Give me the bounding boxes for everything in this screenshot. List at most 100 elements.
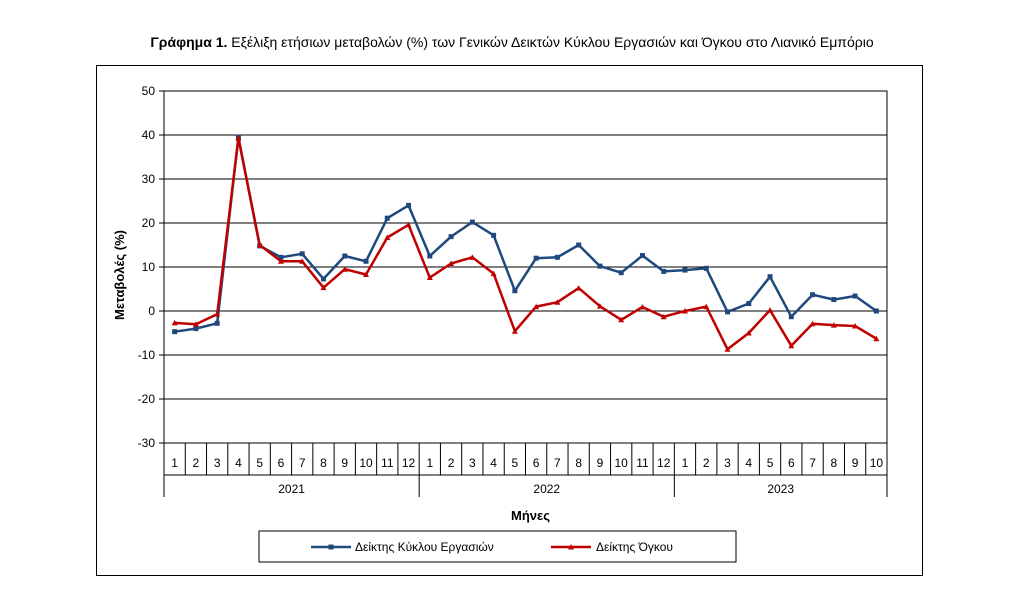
legend-entry: Δείκτης Όγκου [596, 540, 673, 554]
volume-series-line [174, 136, 878, 351]
turnover-data-point [725, 309, 731, 315]
x-tick-label: 8 [320, 456, 327, 470]
turnover-data-point [597, 263, 603, 269]
x-tick-label: 12 [402, 456, 416, 470]
turnover-series-line [174, 135, 878, 333]
turnover-data-point [576, 242, 582, 248]
x-tick-label: 12 [657, 456, 671, 470]
x-tick-label: 5 [767, 456, 774, 470]
x-tick-label: 7 [299, 456, 306, 470]
x-tick-label: 8 [575, 456, 582, 470]
y-axis-label: Μεταβολές (%) [112, 230, 127, 320]
chart-title: Γράφημα 1. Εξέλιξη ετήσιων μεταβολών (%)… [0, 34, 1024, 50]
turnover-data-point [299, 251, 305, 257]
turnover-data-point [384, 215, 390, 221]
legend-marker-triangle [568, 544, 574, 550]
volume-data-point [660, 313, 667, 320]
x-tick-label: 7 [809, 456, 816, 470]
volume-data-point [533, 303, 540, 310]
volume-data-point [703, 303, 710, 310]
turnover-data-point [172, 329, 178, 335]
volume-data-point [235, 135, 242, 141]
turnover-data-point [788, 314, 794, 320]
turnover-data-point [682, 267, 688, 273]
turnover-data-point [214, 320, 220, 326]
x-tick-label: 4 [745, 456, 752, 470]
x-tick-label: 4 [235, 456, 242, 470]
volume-data-point [171, 319, 178, 326]
volume-data-point [681, 308, 688, 314]
turnover-data-point [278, 254, 284, 260]
volume-data-point [214, 311, 221, 317]
volume-data-point [341, 266, 348, 272]
volume-data-point [363, 271, 370, 277]
x-tick-label: 9 [852, 456, 859, 470]
x-tick-label: 10 [615, 456, 629, 470]
x-tick-label: 11 [381, 456, 394, 470]
volume-data-point [192, 321, 199, 327]
x-tick-label: 6 [533, 456, 540, 470]
turnover-data-point [639, 253, 645, 259]
year-label: 2022 [533, 482, 560, 496]
turnover-data-point [810, 292, 816, 298]
volume-data-point [745, 330, 752, 336]
turnover-data-point [406, 202, 412, 208]
y-tick-label: -20 [138, 392, 156, 406]
y-tick-label: -10 [138, 348, 156, 362]
turnover-data-point [767, 274, 773, 280]
y-tick-label: 30 [142, 172, 156, 186]
x-tick-label: 11 [636, 456, 649, 470]
x-tick-label: 1 [426, 456, 433, 470]
volume-data-point [469, 254, 476, 260]
chart-frame [96, 65, 923, 576]
year-label: 2023 [767, 482, 794, 496]
chart-title-label: Γράφημα 1. [150, 34, 228, 50]
volume-data-point [405, 221, 412, 228]
turnover-data-point [661, 268, 667, 274]
turnover-data-point [469, 219, 475, 225]
turnover-data-point [512, 288, 518, 294]
x-tick-label: 1 [171, 456, 178, 470]
legend-entry: Δείκτης Κύκλου Εργασιών [355, 540, 494, 554]
y-tick-label: 20 [142, 216, 156, 230]
y-tick-label: 10 [142, 260, 156, 274]
chart-title-text: Εξέλιξη ετήσιων μεταβολών (%) των Γενικώ… [227, 34, 874, 50]
x-tick-label: 2 [448, 456, 455, 470]
x-tick-label: 5 [256, 456, 263, 470]
y-tick-label: 50 [142, 84, 156, 98]
volume-data-point [426, 274, 433, 281]
turnover-data-point [618, 270, 624, 276]
volume-data-point [639, 304, 646, 310]
volume-data-point [554, 299, 561, 305]
turnover-data-point [491, 232, 497, 238]
volume-data-point [448, 260, 455, 266]
x-tick-label: 6 [278, 456, 285, 470]
turnover-data-point [363, 258, 369, 264]
volume-data-point [384, 234, 391, 241]
volume-data-point [809, 320, 816, 327]
volume-data-point [256, 242, 263, 248]
x-tick-label: 4 [490, 456, 497, 470]
volume-data-point [490, 270, 497, 277]
volume-data-point [575, 285, 582, 291]
volume-data-point [788, 342, 795, 349]
x-tick-label: 2 [193, 456, 200, 470]
x-tick-label: 1 [682, 456, 689, 470]
turnover-data-point [703, 265, 709, 271]
volume-data-point [767, 307, 774, 313]
turnover-data-point [448, 234, 454, 240]
x-tick-label: 3 [724, 456, 731, 470]
y-tick-label: -30 [138, 436, 156, 450]
x-tick-label: 3 [214, 456, 221, 470]
volume-data-point [852, 322, 859, 329]
turnover-data-point [427, 253, 433, 259]
x-tick-label: 3 [469, 456, 476, 470]
turnover-data-point [554, 254, 560, 260]
x-tick-label: 10 [359, 456, 373, 470]
turnover-data-point [193, 326, 199, 332]
x-tick-label: 2 [703, 456, 710, 470]
x-tick-label: 5 [512, 456, 519, 470]
turnover-data-point [873, 308, 879, 314]
turnover-data-point [533, 255, 539, 261]
